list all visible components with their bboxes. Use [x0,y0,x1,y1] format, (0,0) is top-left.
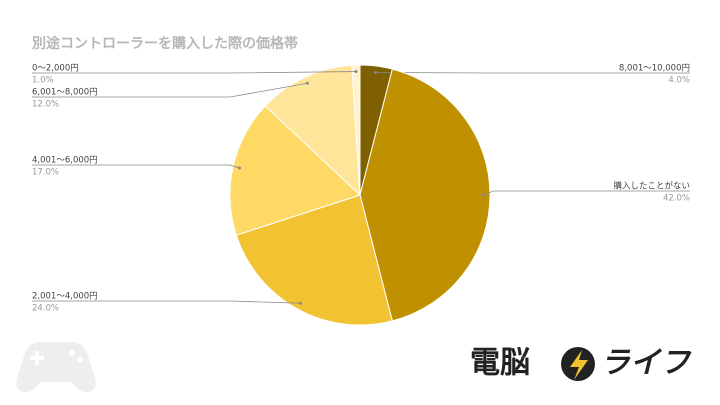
slice-label: 0～2,000円 [32,64,79,74]
slice-label: 購入したことがない [613,181,690,192]
pie-slice [229,105,361,236]
slice-label: 8,001～10,000円 [619,64,690,74]
gamepad-icon [16,342,96,392]
slice-value-label: 4.0% [668,76,690,86]
leader-dot [305,81,309,85]
logo: 電脳 ライフ [470,346,692,381]
pie-slice [264,64,361,197]
leader-line [375,72,690,74]
leader-line [483,190,690,196]
logo-bolt [570,350,588,380]
slice-value-label: 42.0% [663,194,690,204]
leader-dot [237,166,241,170]
leader-dot [482,193,485,197]
pie-slice [351,64,361,196]
leader-dot [299,301,303,305]
slice-value-label: 1.0% [32,76,54,86]
slice-label: 2,001～4,000円 [32,292,98,302]
leader-line [32,82,308,98]
slice-value-label: 17.0% [32,168,59,178]
logo-left: 電脳 [470,346,530,381]
leader-dot [354,70,358,74]
leader-line [32,71,357,74]
slice-label: 4,001～6,000円 [32,156,98,166]
pie-slice [235,194,393,326]
leader-dot [373,70,377,74]
slice-label: 6,001～8,000円 [32,88,98,98]
leader-line [32,164,240,169]
chart-title: 別途コントローラーを購入した際の価格帯 [31,35,298,52]
slice-value-label: 24.0% [32,304,59,314]
pie-slice [359,68,491,322]
logo-right: ライフ [600,346,692,381]
slice-value-label: 12.0% [32,100,59,110]
leader-line [32,300,301,304]
